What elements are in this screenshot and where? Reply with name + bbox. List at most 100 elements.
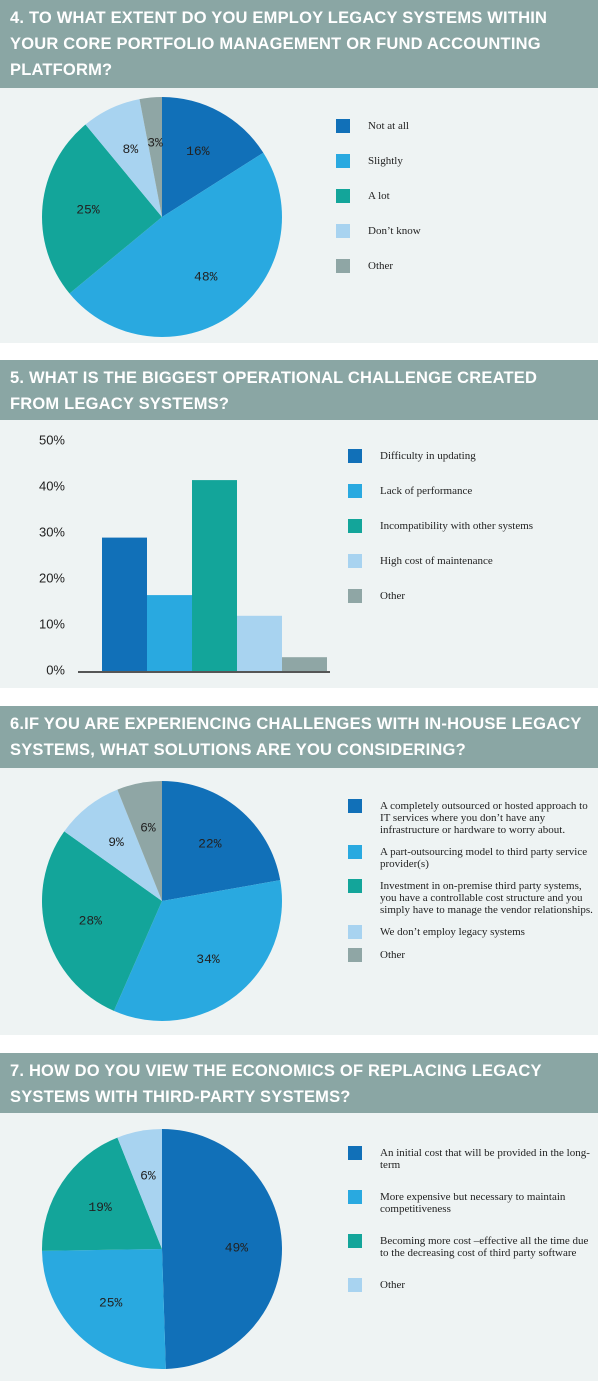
slice-label: 6% <box>140 1168 156 1183</box>
chart-body: 49% 25% 19% 6% An initial cost that will be … <box>0 1113 598 1381</box>
pie-slice <box>162 97 264 217</box>
legend-label: Other <box>368 260 394 272</box>
chart-body: 16% 48% 25% 8% 3% Not at all Slightly A lot Don’… <box>0 88 598 343</box>
legend-swatch <box>336 224 350 238</box>
pie-slice <box>69 152 282 337</box>
bar <box>147 595 192 671</box>
legend-item: Don’t know <box>336 224 586 238</box>
chart: 0% 10% 20% 30% 40% 50% <box>39 432 330 677</box>
legend-swatch <box>348 845 362 859</box>
legend: Not at all Slightly A lot Don’t know Other <box>336 119 586 295</box>
legend-label: Slightly <box>368 155 403 167</box>
y-tick-label: 0% <box>46 662 65 677</box>
legend-item: An initial cost that will be provided in… <box>348 1146 598 1171</box>
legend-item: More expensive but necessary to maintain… <box>348 1190 598 1215</box>
legend-label: High cost of maintenance <box>380 555 493 567</box>
slice-label: 48% <box>194 270 218 285</box>
pie-slice <box>113 880 283 1021</box>
pie-slice <box>85 99 162 217</box>
legend-swatch <box>336 154 350 168</box>
legend-label: An initial cost that will be provided in… <box>380 1147 590 1171</box>
chart: 22% 34% 28% 9% 6% <box>41 781 283 1021</box>
legend-item: A completely outsourced or hosted approa… <box>348 799 598 836</box>
legend-item: We don’t employ legacy systems <box>348 925 598 939</box>
legend-swatch <box>348 1146 362 1160</box>
legend-item: A part-outsourcing model to third party … <box>348 845 598 870</box>
slice-label: 6% <box>140 820 156 835</box>
chart-section: 4. TO WHAT EXTENT DO YOU EMPLOY LEGACY S… <box>0 0 598 343</box>
y-tick-label: 10% <box>39 616 65 631</box>
legend-label: Becoming more cost –effective all the ti… <box>380 1235 589 1259</box>
legend-swatch <box>348 484 362 498</box>
chart-section: 5. WHAT IS THE BIGGEST OPERATIONAL CHALL… <box>0 360 598 688</box>
pie-slice <box>64 789 162 901</box>
legend-item: Slightly <box>336 154 586 168</box>
slice-label: 34% <box>196 952 220 967</box>
y-tick-label: 40% <box>39 478 65 493</box>
legend-swatch <box>348 519 362 533</box>
legend-swatch <box>336 189 350 203</box>
legend-label: Investment in on-premise third party sys… <box>380 880 593 916</box>
legend-label: Lack of performance <box>380 485 473 497</box>
chart: 16% 48% 25% 8% 3% <box>42 97 282 337</box>
chart-title: 5. WHAT IS THE BIGGEST OPERATIONAL CHALL… <box>0 360 598 420</box>
legend-swatch <box>348 589 362 603</box>
legend-label: Other <box>380 1279 406 1291</box>
legend-item: Difficulty in updating <box>348 449 598 463</box>
legend-swatch <box>348 799 362 813</box>
legend-label: Other <box>380 949 406 961</box>
bar <box>282 657 327 671</box>
chart: 49% 25% 19% 6% <box>42 1129 283 1369</box>
slice-label: 8% <box>123 142 139 157</box>
legend-swatch <box>348 1234 362 1248</box>
legend-label: A lot <box>368 190 390 202</box>
legend-item: Not at all <box>336 119 586 133</box>
pie-slice <box>117 781 162 901</box>
legend-swatch <box>348 1190 362 1204</box>
pie-slice <box>162 1129 283 1369</box>
bar <box>237 615 282 671</box>
legend: A completely outsourced or hosted approa… <box>348 799 598 972</box>
legend-item: Investment in on-premise third party sys… <box>348 879 598 916</box>
legend-item: Other <box>336 259 586 273</box>
legend-item: High cost of maintenance <box>348 554 598 568</box>
legend-item: Other <box>348 589 598 603</box>
legend-label: Don’t know <box>368 225 421 237</box>
legend-swatch <box>348 925 362 939</box>
legend-item: A lot <box>336 189 586 203</box>
pie-slice <box>42 1249 166 1369</box>
pie-slice <box>162 781 281 901</box>
slice-label: 25% <box>76 202 100 217</box>
y-tick-label: 30% <box>39 524 65 539</box>
legend-label: A completely outsourced or hosted approa… <box>380 800 588 836</box>
slice-label: 3% <box>147 135 163 150</box>
slice-label: 28% <box>79 913 103 928</box>
chart-title: 4. TO WHAT EXTENT DO YOU EMPLOY LEGACY S… <box>0 0 598 88</box>
bar <box>102 537 147 671</box>
slice-label: 9% <box>108 835 124 850</box>
slice-label: 25% <box>99 1295 123 1310</box>
slice-label: 49% <box>225 1240 249 1255</box>
pie-slice <box>139 97 162 217</box>
chart-section: 6.IF YOU ARE EXPERIENCING CHALLENGES WIT… <box>0 706 598 1035</box>
y-tick-label: 50% <box>39 432 65 447</box>
chart-title: 7. HOW DO YOU VIEW THE ECONOMICS OF REPL… <box>0 1053 598 1113</box>
legend: An initial cost that will be provided in… <box>348 1146 598 1312</box>
legend-swatch <box>348 948 362 962</box>
slice-label: 19% <box>88 1200 112 1215</box>
legend-item: Incompatibility with other systems <box>348 519 598 533</box>
y-tick-label: 20% <box>39 570 65 585</box>
pie-slice <box>42 1137 162 1251</box>
legend-swatch <box>348 554 362 568</box>
legend-swatch <box>348 1278 362 1292</box>
legend-swatch <box>348 879 362 893</box>
legend-label: A part-outsourcing model to third party … <box>380 846 588 870</box>
chart-title: 6.IF YOU ARE EXPERIENCING CHALLENGES WIT… <box>0 706 598 768</box>
legend-label: Not at all <box>368 120 409 132</box>
legend-label: We don’t employ legacy systems <box>380 926 525 938</box>
legend-item: Other <box>348 948 598 962</box>
legend-swatch <box>336 119 350 133</box>
legend-label: More expensive but necessary to maintain… <box>380 1191 566 1215</box>
chart-body: 0% 10% 20% 30% 40% 50% Difficulty in updating L… <box>0 420 598 688</box>
